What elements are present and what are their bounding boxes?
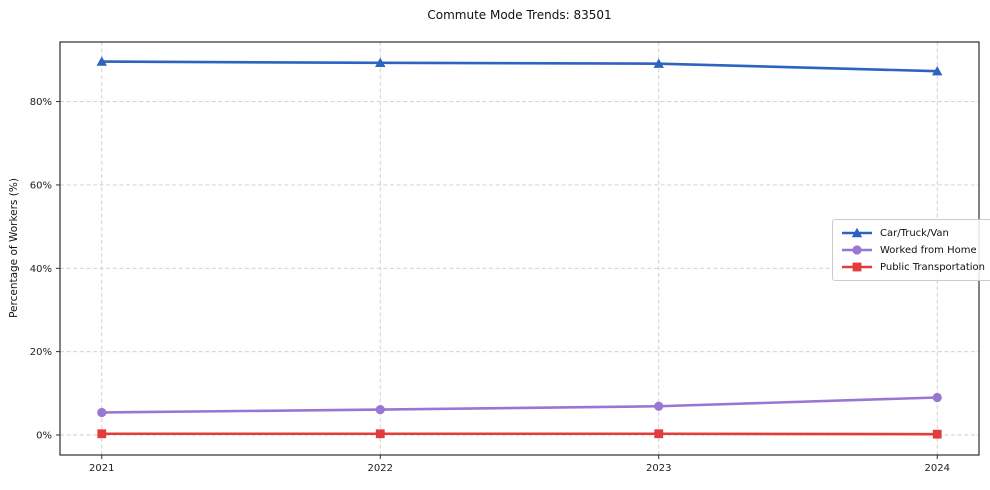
x-tick-label: 2023 bbox=[646, 463, 671, 474]
series-worked-from-home bbox=[97, 392, 942, 418]
triangle-marker bbox=[96, 56, 107, 66]
series-public-transportation bbox=[97, 429, 942, 439]
triangle-legend-sample-icon bbox=[842, 227, 872, 238]
x-tick-label: 2021 bbox=[89, 463, 114, 474]
square-legend-sample-icon bbox=[842, 262, 872, 272]
triangle-marker bbox=[375, 57, 386, 68]
x-tick-label: 2022 bbox=[368, 463, 393, 474]
series-car-truck-van bbox=[96, 56, 943, 76]
triangle-marker bbox=[653, 58, 664, 68]
circle-marker bbox=[375, 404, 385, 415]
chart-title: Commute Mode Trends: 83501 bbox=[427, 8, 612, 22]
legend-row: Public Transportation bbox=[840, 259, 985, 275]
series-line bbox=[100, 60, 939, 73]
circle-legend-sample-icon bbox=[842, 245, 872, 255]
legend-label: Car/Truck/Van bbox=[880, 227, 949, 239]
y-tick-label: 80% bbox=[30, 97, 52, 108]
x-tick-label: 2024 bbox=[925, 463, 950, 474]
tick-labels: 0% 20% 40% 60% 80% 2021 2022 2023 2024 bbox=[30, 97, 950, 474]
square-marker bbox=[654, 429, 664, 439]
triangle-marker bbox=[851, 227, 863, 238]
y-tick-label: 40% bbox=[30, 264, 52, 275]
circle-marker bbox=[852, 245, 862, 255]
legend-label: Public Transportation bbox=[880, 261, 985, 273]
y-tick-label: 0% bbox=[36, 430, 52, 441]
legend-row: Car/Truck/Van bbox=[840, 225, 985, 241]
square-marker bbox=[97, 429, 107, 439]
legend-label: Worked from Home bbox=[880, 244, 977, 256]
circle-marker bbox=[654, 401, 664, 411]
triangle-marker bbox=[932, 65, 943, 76]
legend-row: Worked from Home bbox=[840, 242, 985, 258]
square-marker bbox=[852, 262, 862, 272]
square-marker bbox=[375, 429, 385, 439]
legend: Car/Truck/Van Worked from Home Public Tran… bbox=[832, 219, 990, 281]
square-marker bbox=[932, 429, 942, 439]
y-tick-label: 20% bbox=[30, 347, 52, 358]
circle-marker bbox=[97, 407, 107, 418]
axis-ticks bbox=[56, 101, 938, 459]
y-tick-label: 60% bbox=[30, 180, 52, 191]
circle-marker bbox=[932, 392, 942, 403]
series-line bbox=[100, 396, 939, 414]
